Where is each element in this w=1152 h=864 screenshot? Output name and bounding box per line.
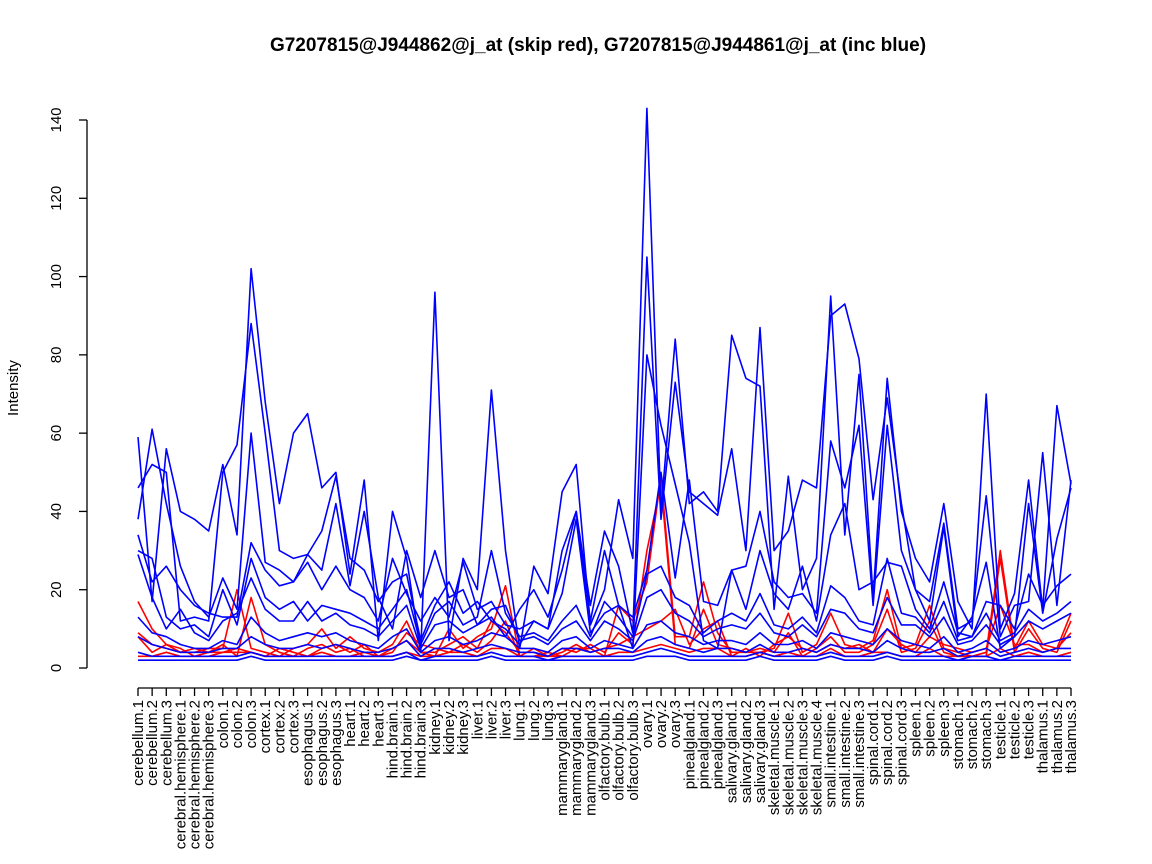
x-tick-label: cerebral.hemisphere.2	[187, 700, 204, 849]
x-axis: cerebellum.1cerebellum.2cerebellum.3cere…	[130, 687, 1080, 849]
x-tick-label: mammarygland.2	[568, 700, 585, 816]
x-tick-label: skeletal.muscle.1	[766, 700, 783, 815]
x-tick-label: esophagus.3	[328, 700, 345, 786]
y-tick-label: 0	[48, 664, 65, 672]
x-tick-label: thalamus.3	[1063, 700, 1080, 773]
series-line-13	[138, 655, 1071, 662]
y-axis: 0 20 40 60 80 100 120 140	[48, 107, 88, 672]
x-tick-label: hind.brain.1	[384, 700, 401, 778]
x-tick-label: colon.1	[215, 700, 232, 748]
x-tick-label: esophagus.2	[314, 700, 331, 786]
x-tick-label: pinealgland.3	[710, 700, 727, 789]
series-line-7	[137, 471, 1072, 638]
x-tick-label: cortex.2	[271, 700, 288, 753]
x-tick-label: esophagus.1	[300, 700, 317, 786]
series-line-4	[137, 107, 1072, 654]
x-tick-label: heart.2	[356, 700, 373, 747]
series-line-12	[137, 647, 1071, 662]
x-tick-label: spleen.2	[922, 700, 939, 757]
series-line-8	[137, 549, 1072, 646]
x-tick-label: hind.brain.3	[413, 700, 430, 778]
x-tick-label: olfactory.bulb.2	[611, 700, 628, 801]
x-tick-label: spleen.1	[908, 700, 925, 757]
x-tick-label: ovary.1	[639, 700, 656, 748]
y-tick-label: 20	[48, 581, 65, 598]
x-tick-label: skeletal.muscle.2	[780, 700, 797, 815]
x-tick-label: lung.1	[512, 700, 529, 741]
y-tick-label: 40	[48, 503, 65, 520]
y-tick-label: 60	[48, 425, 65, 442]
x-tick-label: small.intestine.3	[851, 700, 868, 808]
x-tick-label: cerebral.hemisphere.3	[201, 700, 218, 849]
x-tick-label: stomach.1	[950, 700, 967, 769]
x-tick-label: cortex.1	[257, 700, 274, 753]
x-tick-label: liver.2	[483, 700, 500, 739]
x-tick-label: heart.3	[370, 700, 387, 747]
x-tick-label: spinal.cord.1	[865, 700, 882, 785]
x-tick-label: small.intestine.2	[837, 700, 854, 808]
x-tick-label: colon.2	[229, 700, 246, 748]
x-tick-label: skeletal.muscle.4	[809, 700, 826, 815]
x-tick-label: mammarygland.3	[582, 700, 599, 816]
y-tick-label: 100	[48, 264, 65, 289]
x-tick-label: cerebellum.2	[144, 700, 161, 786]
x-tick-label: lung.3	[540, 700, 557, 741]
x-tick-label: cerebellum.3	[158, 700, 175, 786]
x-tick-label: salivary.gland.3	[752, 700, 769, 803]
x-tick-label: pinealgland.1	[681, 700, 698, 789]
y-tick-label: 140	[48, 107, 65, 132]
x-tick-label: colon.3	[243, 700, 260, 748]
x-tick-label: pinealgland.2	[695, 700, 712, 789]
x-tick-label: heart.1	[342, 700, 359, 747]
x-tick-label: spinal.cord.2	[879, 700, 896, 785]
x-tick-label: liver.3	[498, 700, 515, 739]
x-tick-label: spleen.3	[936, 700, 953, 757]
x-tick-label: stomach.3	[978, 700, 995, 769]
series-line-10	[137, 616, 1072, 654]
x-tick-label: testicle.1	[992, 700, 1009, 759]
x-tick-label: spinal.cord.3	[893, 700, 910, 785]
x-tick-label: kidney.1	[427, 700, 444, 755]
x-tick-label: salivary.gland.1	[724, 700, 741, 803]
x-tick-label: mammarygland.1	[554, 700, 571, 816]
x-tick-label: ovary.2	[653, 700, 670, 748]
x-tick-label: cerebral.hemisphere.1	[172, 700, 189, 849]
series-line-6	[137, 354, 1072, 650]
y-axis-label: Intensity	[5, 360, 22, 416]
chart-title: G7207815@J944862@j_at (skip red), G72078…	[270, 35, 926, 56]
x-tick-label: small.intestine.1	[823, 700, 840, 808]
x-tick-label: testicle.3	[1021, 700, 1038, 759]
x-tick-label: thalamus.2	[1049, 700, 1066, 773]
y-tick-label: 120	[48, 186, 65, 211]
x-tick-label: cerebellum.1	[130, 700, 147, 786]
x-tick-label: hind.brain.2	[399, 700, 416, 778]
x-tick-label: olfactory.bulb.3	[625, 700, 642, 801]
x-tick-label: kidney.3	[455, 700, 472, 755]
series-line-9	[137, 554, 1072, 650]
x-tick-label: liver.1	[469, 700, 486, 739]
x-tick-label: kidney.2	[441, 700, 458, 755]
x-tick-label: cortex.3	[286, 700, 303, 753]
x-tick-label: thalamus.1	[1035, 700, 1052, 773]
x-tick-label: lung.2	[526, 700, 543, 741]
x-tick-label: ovary.3	[667, 700, 684, 748]
x-tick-label: stomach.2	[964, 700, 981, 769]
x-tick-label: testicle.2	[1006, 700, 1023, 759]
plot-area	[137, 107, 1072, 662]
series-line-11	[137, 635, 1071, 658]
x-tick-label: skeletal.muscle.3	[794, 700, 811, 815]
x-tick-label: salivary.gland.2	[738, 700, 755, 803]
y-tick-label: 80	[48, 347, 65, 364]
x-tick-label: olfactory.bulb.1	[597, 700, 614, 801]
series-line-5	[137, 256, 1072, 638]
